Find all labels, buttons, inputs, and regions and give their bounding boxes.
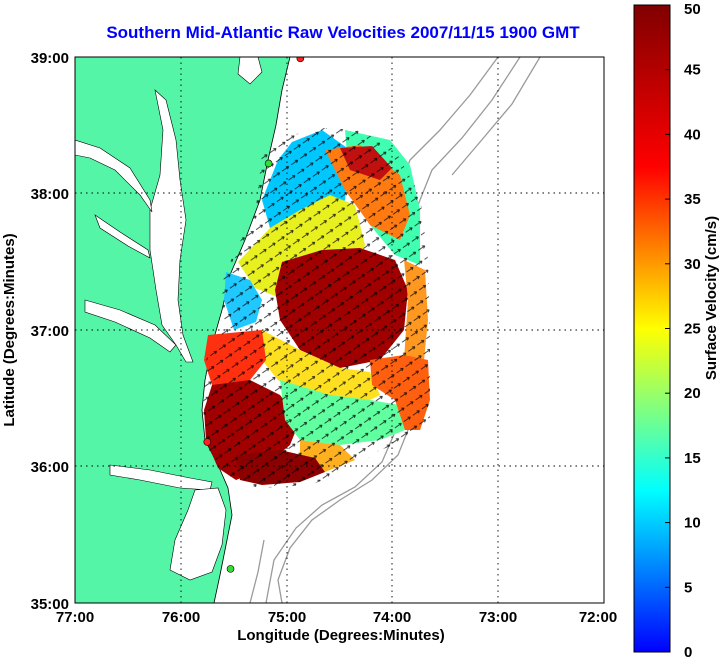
map-title: Southern Mid-Atlantic Raw Velocities 200…	[106, 23, 580, 42]
station-markers	[203, 57, 305, 573]
chesapeake-bay	[149, 89, 194, 363]
station-marker	[226, 565, 235, 573]
x-axis-label: Longitude (Degrees:Minutes)	[237, 627, 445, 644]
lat-lon-grid	[75, 57, 604, 603]
colorbar-tick-label: 0	[684, 644, 692, 659]
lon-tick-label: 72:00	[579, 609, 617, 626]
potomac-river	[75, 139, 153, 213]
plot-frame	[74, 56, 605, 604]
lat-tick-label: 38:00	[31, 186, 69, 203]
lon-tick-label: 77:00	[56, 609, 94, 626]
colorbar-tick-label: 40	[684, 126, 701, 143]
station-marker	[296, 57, 305, 63]
colorbar-tick-label: 15	[684, 450, 701, 467]
colorbar: 0 5 10 15 20 25 30 35 40 45 50 Surface Velocity (c…	[633, 1, 720, 659]
lat-tick-label: 39:00	[31, 50, 69, 67]
lon-tick-label: 74:00	[373, 609, 411, 626]
pamlico-sound	[169, 487, 227, 581]
colorbar-tick-label: 30	[684, 256, 701, 273]
colorbar-tick-label: 20	[684, 385, 701, 402]
lat-tick-label: 36:00	[31, 459, 69, 476]
lon-tick-label: 75:00	[268, 609, 306, 626]
york-james-rivers	[84, 299, 177, 353]
colorbar-ticks: 0 5 10 15 20 25 30 35 40 45 50	[665, 1, 701, 659]
colorbar-label: Surface Velocity (cm/s)	[703, 216, 720, 380]
station-marker	[203, 438, 212, 446]
y-axis-label: Latitude (Degrees:Minutes)	[1, 233, 18, 426]
lat-tick-label: 37:00	[31, 323, 69, 340]
colorbar-tick-label: 45	[684, 62, 701, 79]
map-plot	[75, 57, 604, 603]
colorbar-tick-label: 35	[684, 191, 701, 208]
colorbar-tick-label: 25	[684, 321, 701, 338]
delaware-bay	[237, 57, 263, 85]
station-marker	[264, 159, 273, 168]
colorbar-tick-label: 10	[684, 515, 701, 532]
lon-tick-label: 76:00	[162, 609, 200, 626]
rappahannock-river	[94, 214, 151, 259]
lat-tick-label: 35:00	[31, 596, 69, 613]
colorbar-gradient	[633, 4, 671, 653]
lat-tick-labels: 39:00 38:00 37:00 36:00 35:00	[31, 50, 69, 613]
lon-tick-label: 73:00	[479, 609, 517, 626]
colorbar-tick-label: 5	[684, 579, 692, 596]
lon-tick-labels: 77:00 76:00 75:00 74:00 73:00 72:00	[56, 609, 617, 626]
colorbar-tick-label: 50	[684, 1, 701, 18]
velocity-field	[203, 128, 430, 488]
